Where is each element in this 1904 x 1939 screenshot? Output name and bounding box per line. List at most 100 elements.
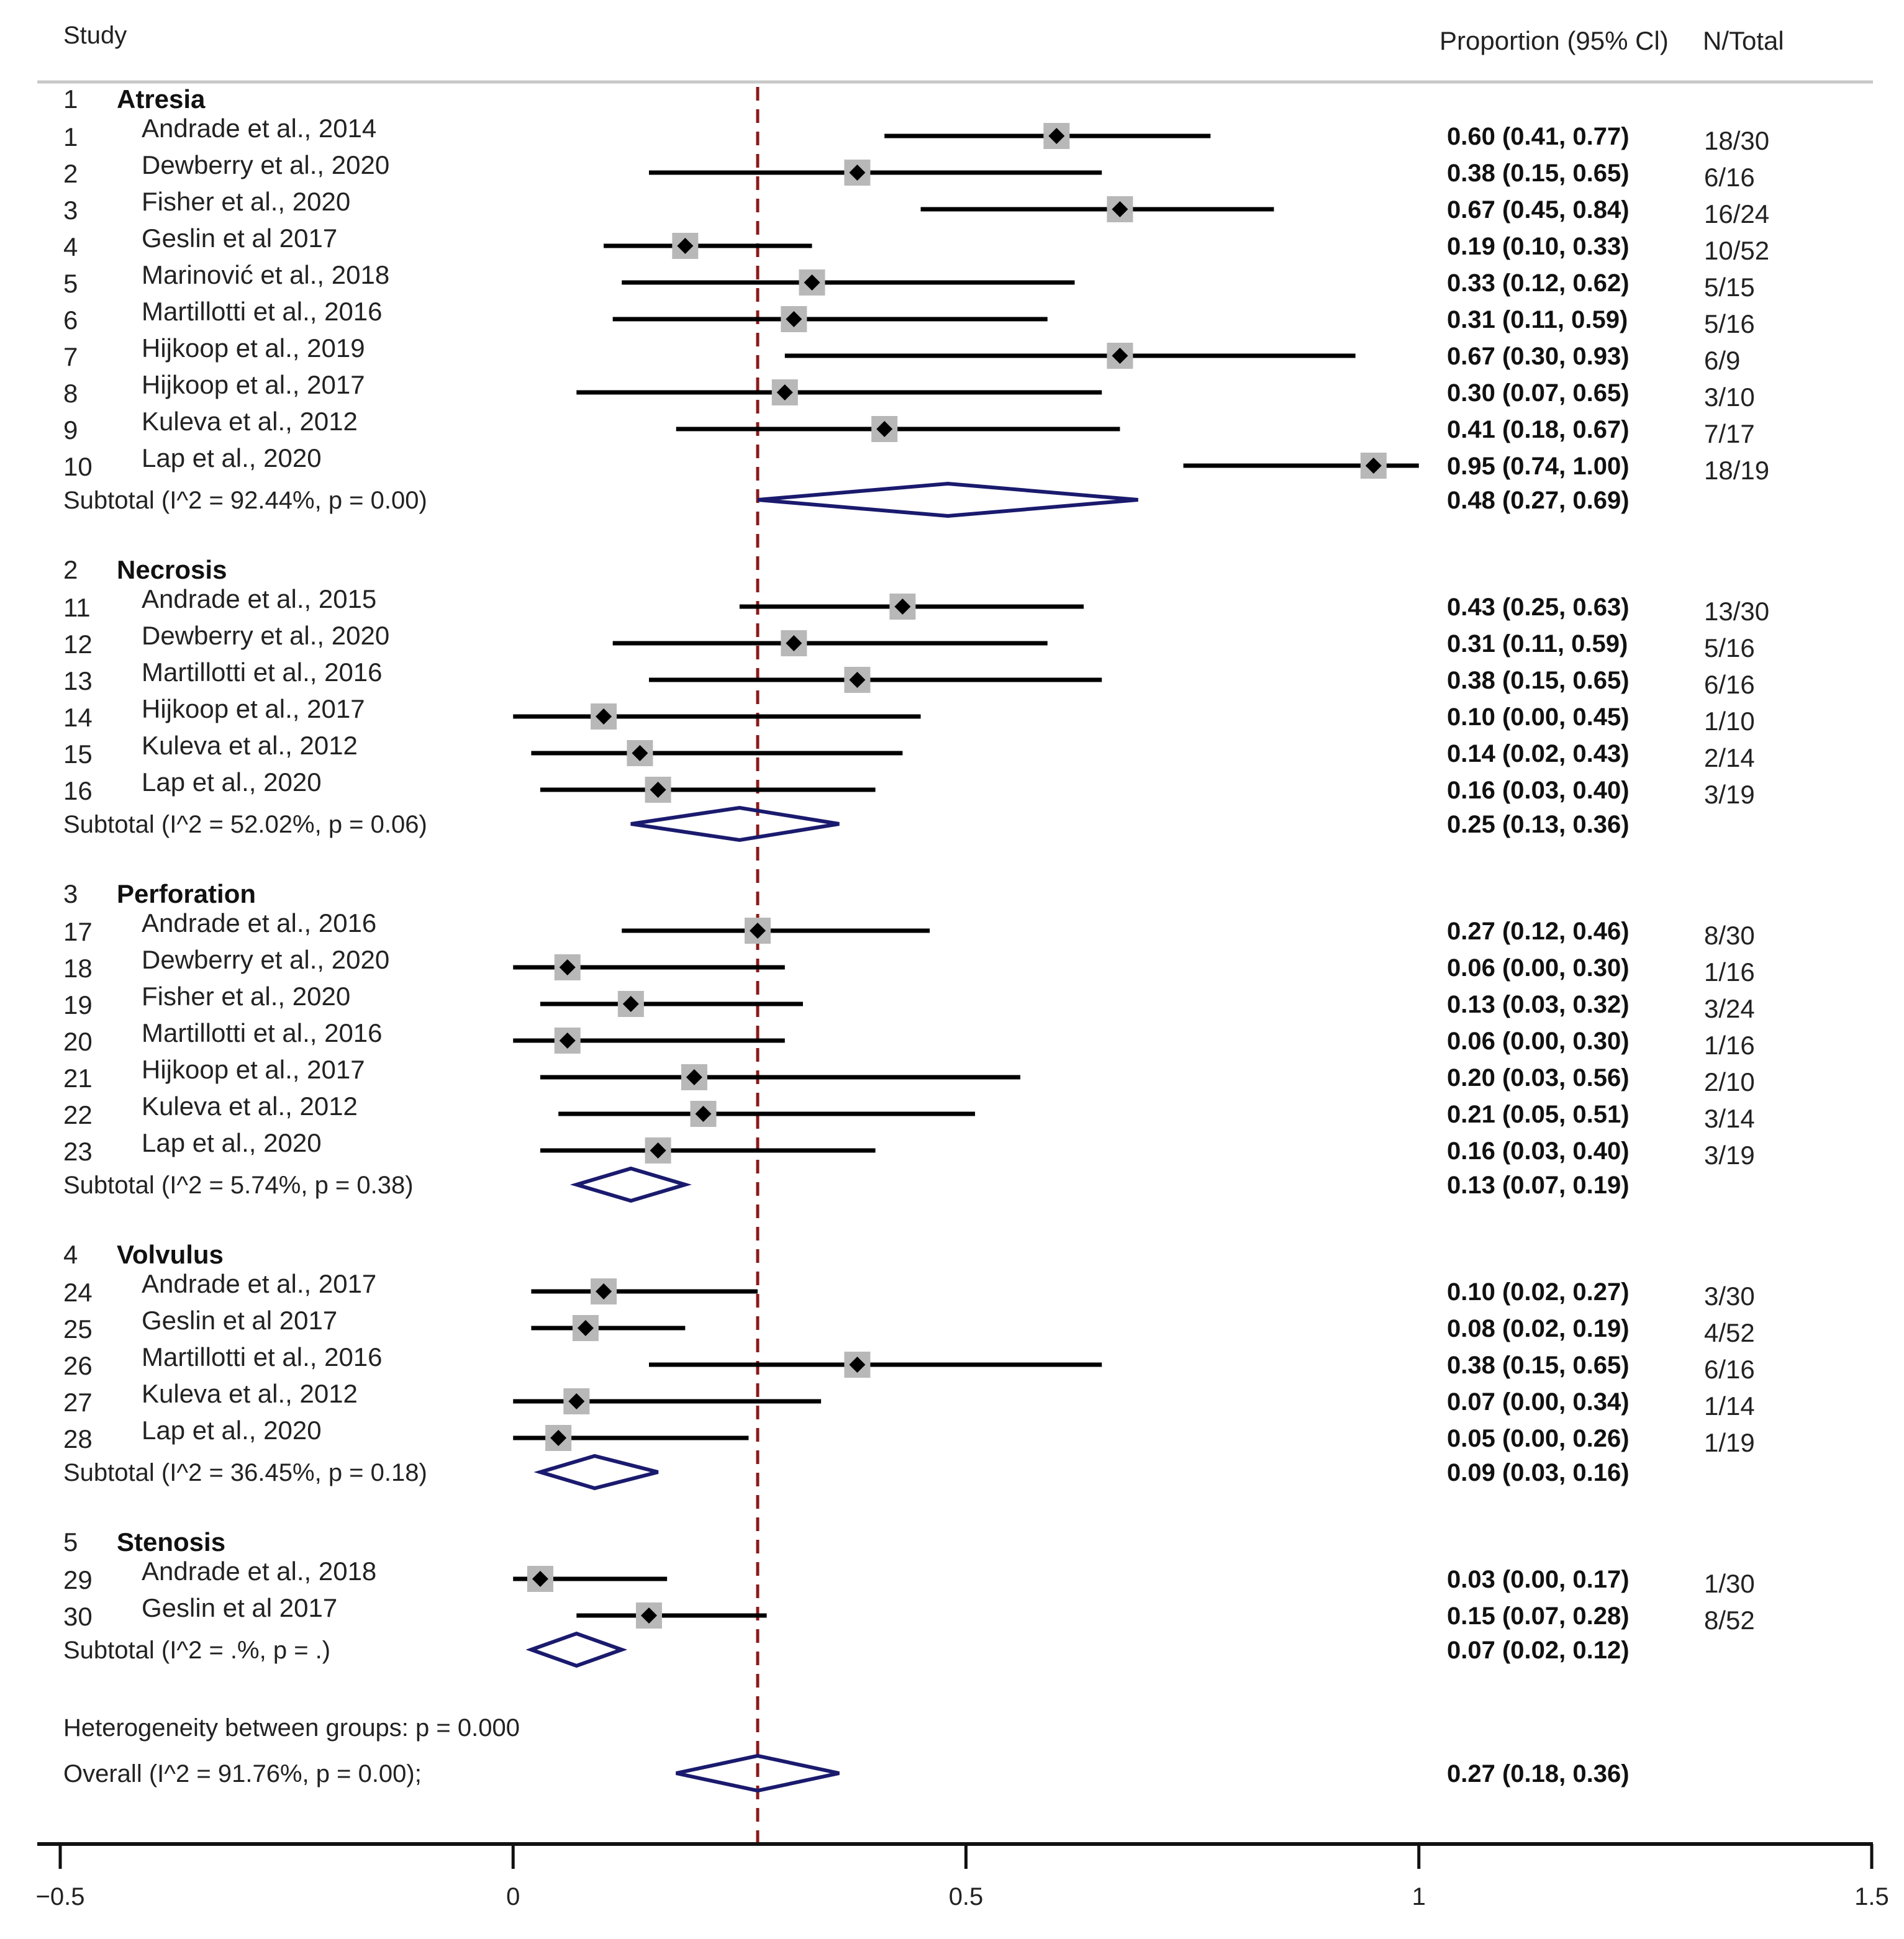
study-ci-text: 0.07 (0.00, 0.34) (1447, 1388, 1630, 1416)
study-point (622, 996, 639, 1012)
study-point (677, 238, 694, 254)
study-number: 25 (63, 1314, 93, 1344)
study-number: 9 (63, 415, 78, 445)
study-label: Marinović et al., 2018 (142, 260, 389, 289)
study-ci-text: 0.10 (0.00, 0.45) (1447, 703, 1630, 731)
study-ntotal: 10/52 (1704, 236, 1769, 265)
study-label: Dewberry et al., 2020 (142, 150, 389, 179)
study-point (550, 1430, 567, 1446)
group-number: 4 (63, 1240, 78, 1269)
study-point (849, 672, 866, 688)
study-ntotal: 1/14 (1704, 1391, 1755, 1421)
marks-layer (513, 123, 1419, 1793)
study-number: 2 (63, 159, 78, 188)
study-number: 17 (63, 917, 93, 946)
study-number: 6 (63, 305, 78, 335)
study-point (596, 1283, 612, 1299)
study-number: 5 (63, 269, 78, 298)
study-ntotal: 2/14 (1704, 743, 1755, 772)
subtotal-ci-text: 0.25 (0.13, 0.36) (1447, 811, 1630, 838)
study-ci-text: 0.95 (0.74, 1.00) (1447, 453, 1630, 480)
study-label: Lap et al., 2020 (142, 1128, 322, 1157)
study-label: Geslin et al 2017 (142, 1593, 337, 1622)
subtotal-label: Subtotal (I^2 = 92.44%, p = 0.00) (63, 487, 427, 514)
header-proportion: Proportion (95% Cl) (1439, 26, 1669, 55)
study-number: 20 (63, 1027, 93, 1056)
group-title: Volvulus (117, 1240, 224, 1269)
overall-label: Overall (I^2 = 91.76%, p = 0.00); (63, 1760, 422, 1788)
heterogeneity-text: Heterogeneity between groups: p = 0.000 (63, 1714, 520, 1742)
study-point (1365, 458, 1382, 474)
study-point (559, 959, 576, 975)
study-label: Dewberry et al., 2020 (142, 945, 389, 974)
study-ntotal: 3/24 (1704, 994, 1755, 1023)
subtotal-diamond (533, 1453, 659, 1491)
study-point (532, 1571, 549, 1587)
study-ntotal: 3/19 (1704, 780, 1755, 809)
study-ci-text: 0.05 (0.00, 0.26) (1447, 1425, 1630, 1452)
study-ntotal: 6/16 (1704, 1355, 1755, 1384)
subtotal-label: Subtotal (I^2 = 52.02%, p = 0.06) (63, 811, 427, 838)
study-ntotal: 3/30 (1704, 1281, 1755, 1311)
study-label: Andrade et al., 2016 (142, 908, 376, 938)
study-ci-text: 0.60 (0.41, 0.77) (1447, 123, 1630, 150)
study-ntotal: 1/16 (1704, 957, 1755, 987)
group-number: 5 (63, 1527, 78, 1557)
group-title: Atresia (117, 84, 206, 114)
study-point (849, 1357, 866, 1373)
study-number: 8 (63, 379, 78, 408)
study-ci-text: 0.67 (0.30, 0.93) (1447, 343, 1630, 370)
text-layer: Study Proportion (95% Cl) N/Total 1 Atresia 1… (63, 22, 1784, 1788)
study-label: Andrade et al., 2014 (142, 114, 376, 143)
header-ntotal: N/Total (1703, 26, 1784, 55)
study-ci-text: 0.21 (0.05, 0.51) (1447, 1101, 1630, 1128)
study-ci-text: 0.08 (0.02, 0.19) (1447, 1315, 1630, 1342)
study-number: 18 (63, 954, 93, 983)
study-ci-text: 0.10 (0.02, 0.27) (1447, 1278, 1630, 1306)
header-study: Study (63, 22, 127, 49)
study-ntotal: 16/24 (1704, 199, 1769, 228)
study-label: Hijkoop et al., 2019 (142, 333, 365, 363)
study-point (1112, 201, 1128, 217)
axis-layer: −0.5 0 0.5 1 1.5 (36, 1842, 1889, 1910)
study-ntotal: 4/52 (1704, 1318, 1755, 1347)
study-ntotal: 6/9 (1704, 346, 1740, 375)
study-label: Dewberry et al., 2020 (142, 621, 389, 650)
study-ntotal: 5/16 (1704, 309, 1755, 338)
study-label: Kuleva et al., 2012 (142, 1379, 358, 1408)
study-point (568, 1393, 585, 1409)
study-number: 10 (63, 452, 93, 481)
study-ntotal: 5/16 (1704, 633, 1755, 662)
study-ntotal: 1/19 (1704, 1428, 1755, 1457)
x-axis-tick-label: 0 (506, 1883, 520, 1910)
study-label: Martillotti et al., 2016 (142, 1342, 383, 1372)
subtotal-diamond (525, 1631, 628, 1668)
subtotal-label: Subtotal (I^2 = 36.45%, p = 0.18) (63, 1459, 427, 1486)
study-number: 16 (63, 776, 93, 805)
study-label: Kuleva et al., 2012 (142, 407, 358, 436)
study-ntotal: 18/19 (1704, 456, 1769, 485)
study-ci-text: 0.03 (0.00, 0.17) (1447, 1566, 1630, 1593)
study-point (776, 384, 793, 400)
study-ci-text: 0.31 (0.11, 0.59) (1447, 630, 1628, 658)
study-ntotal: 8/52 (1704, 1606, 1755, 1635)
group-title: Perforation (117, 879, 256, 908)
study-ci-text: 0.16 (0.03, 0.40) (1447, 777, 1630, 804)
study-number: 22 (63, 1100, 93, 1129)
study-number: 28 (63, 1424, 93, 1453)
study-number: 11 (63, 593, 91, 622)
study-point (686, 1069, 702, 1085)
subtotal-diamond (569, 1166, 692, 1203)
study-label: Lap et al., 2020 (142, 443, 322, 472)
study-label: Kuleva et al., 2012 (142, 731, 358, 760)
study-ntotal: 6/16 (1704, 163, 1755, 192)
study-point (650, 782, 666, 798)
study-ntotal: 3/10 (1704, 382, 1755, 412)
study-number: 27 (63, 1388, 93, 1417)
study-ntotal: 13/30 (1704, 597, 1769, 626)
study-point (632, 745, 648, 761)
subtotal-ci-text: 0.07 (0.02, 0.12) (1447, 1637, 1630, 1664)
study-point (876, 421, 893, 437)
study-point (596, 708, 612, 725)
